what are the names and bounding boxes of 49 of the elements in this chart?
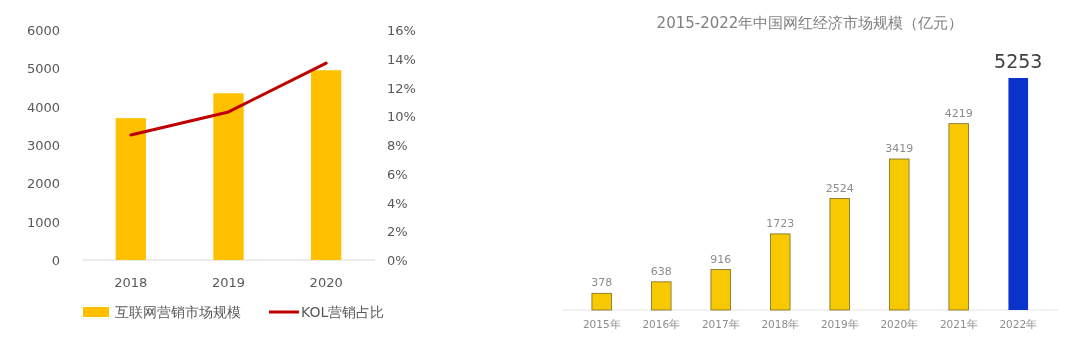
y2-tick-label: 8%	[387, 138, 408, 153]
bar	[311, 70, 342, 260]
data-label: 5253	[994, 50, 1043, 72]
bar	[591, 292, 612, 311]
y-tick-label: 4000	[26, 99, 60, 115]
y2-tick-label: 6%	[387, 166, 408, 182]
data-label: 378	[591, 276, 613, 290]
y-tick-label: 2000	[26, 176, 60, 192]
bar	[948, 123, 969, 311]
y-tick-label: 0	[51, 253, 60, 268]
x-tick-label: 2018年	[761, 318, 800, 330]
x-tick-label: 2020年	[880, 318, 919, 330]
x-tick-label: 2021年	[939, 318, 978, 330]
y-tick-label: 3000	[26, 138, 60, 153]
data-label: 2524	[825, 181, 854, 195]
x-tick-label: 2022年	[999, 318, 1038, 330]
chart-title: 2015-2022年中国网红经济市场规模（亿元）	[656, 14, 964, 32]
x-tick-label: 2017年	[701, 318, 740, 330]
bar	[829, 198, 850, 311]
legend-label: 互联网营销市场规模	[115, 304, 241, 320]
y2-tick-label: 10%	[387, 109, 416, 125]
data-label: 916	[710, 252, 732, 266]
y2-tick-label: 4%	[387, 195, 408, 211]
legend-label: KOL营销占比	[301, 304, 385, 320]
x-tick-label: 2016年	[642, 318, 681, 330]
y2-tick-label: 0%	[387, 253, 408, 268]
x-tick-label: 2018	[114, 275, 148, 290]
y2-tick-label: 14%	[387, 51, 416, 67]
bar	[710, 269, 731, 311]
data-label: 4219	[944, 106, 973, 120]
y2-tick-label: 2%	[387, 224, 408, 240]
y2-tick-label: 16%	[387, 23, 416, 38]
x-tick-label: 2020	[309, 275, 343, 290]
bar	[889, 158, 910, 311]
x-tick-label: 2019	[211, 275, 246, 290]
x-tick-label: 2015年	[582, 318, 621, 330]
bar	[651, 281, 672, 311]
bar	[213, 93, 244, 260]
x-tick-label: 2019年	[820, 318, 859, 330]
y-tick-label: 1000	[26, 214, 60, 230]
y-tick-label: 6000	[26, 23, 60, 38]
data-label: 638	[650, 264, 672, 278]
data-label: 1723	[766, 216, 795, 230]
bar	[115, 118, 146, 260]
y2-tick-label: 12%	[387, 80, 416, 96]
bar	[1008, 78, 1029, 310]
bar	[770, 233, 791, 311]
data-label: 3419	[885, 142, 914, 155]
y-tick-label: 5000	[26, 61, 60, 77]
